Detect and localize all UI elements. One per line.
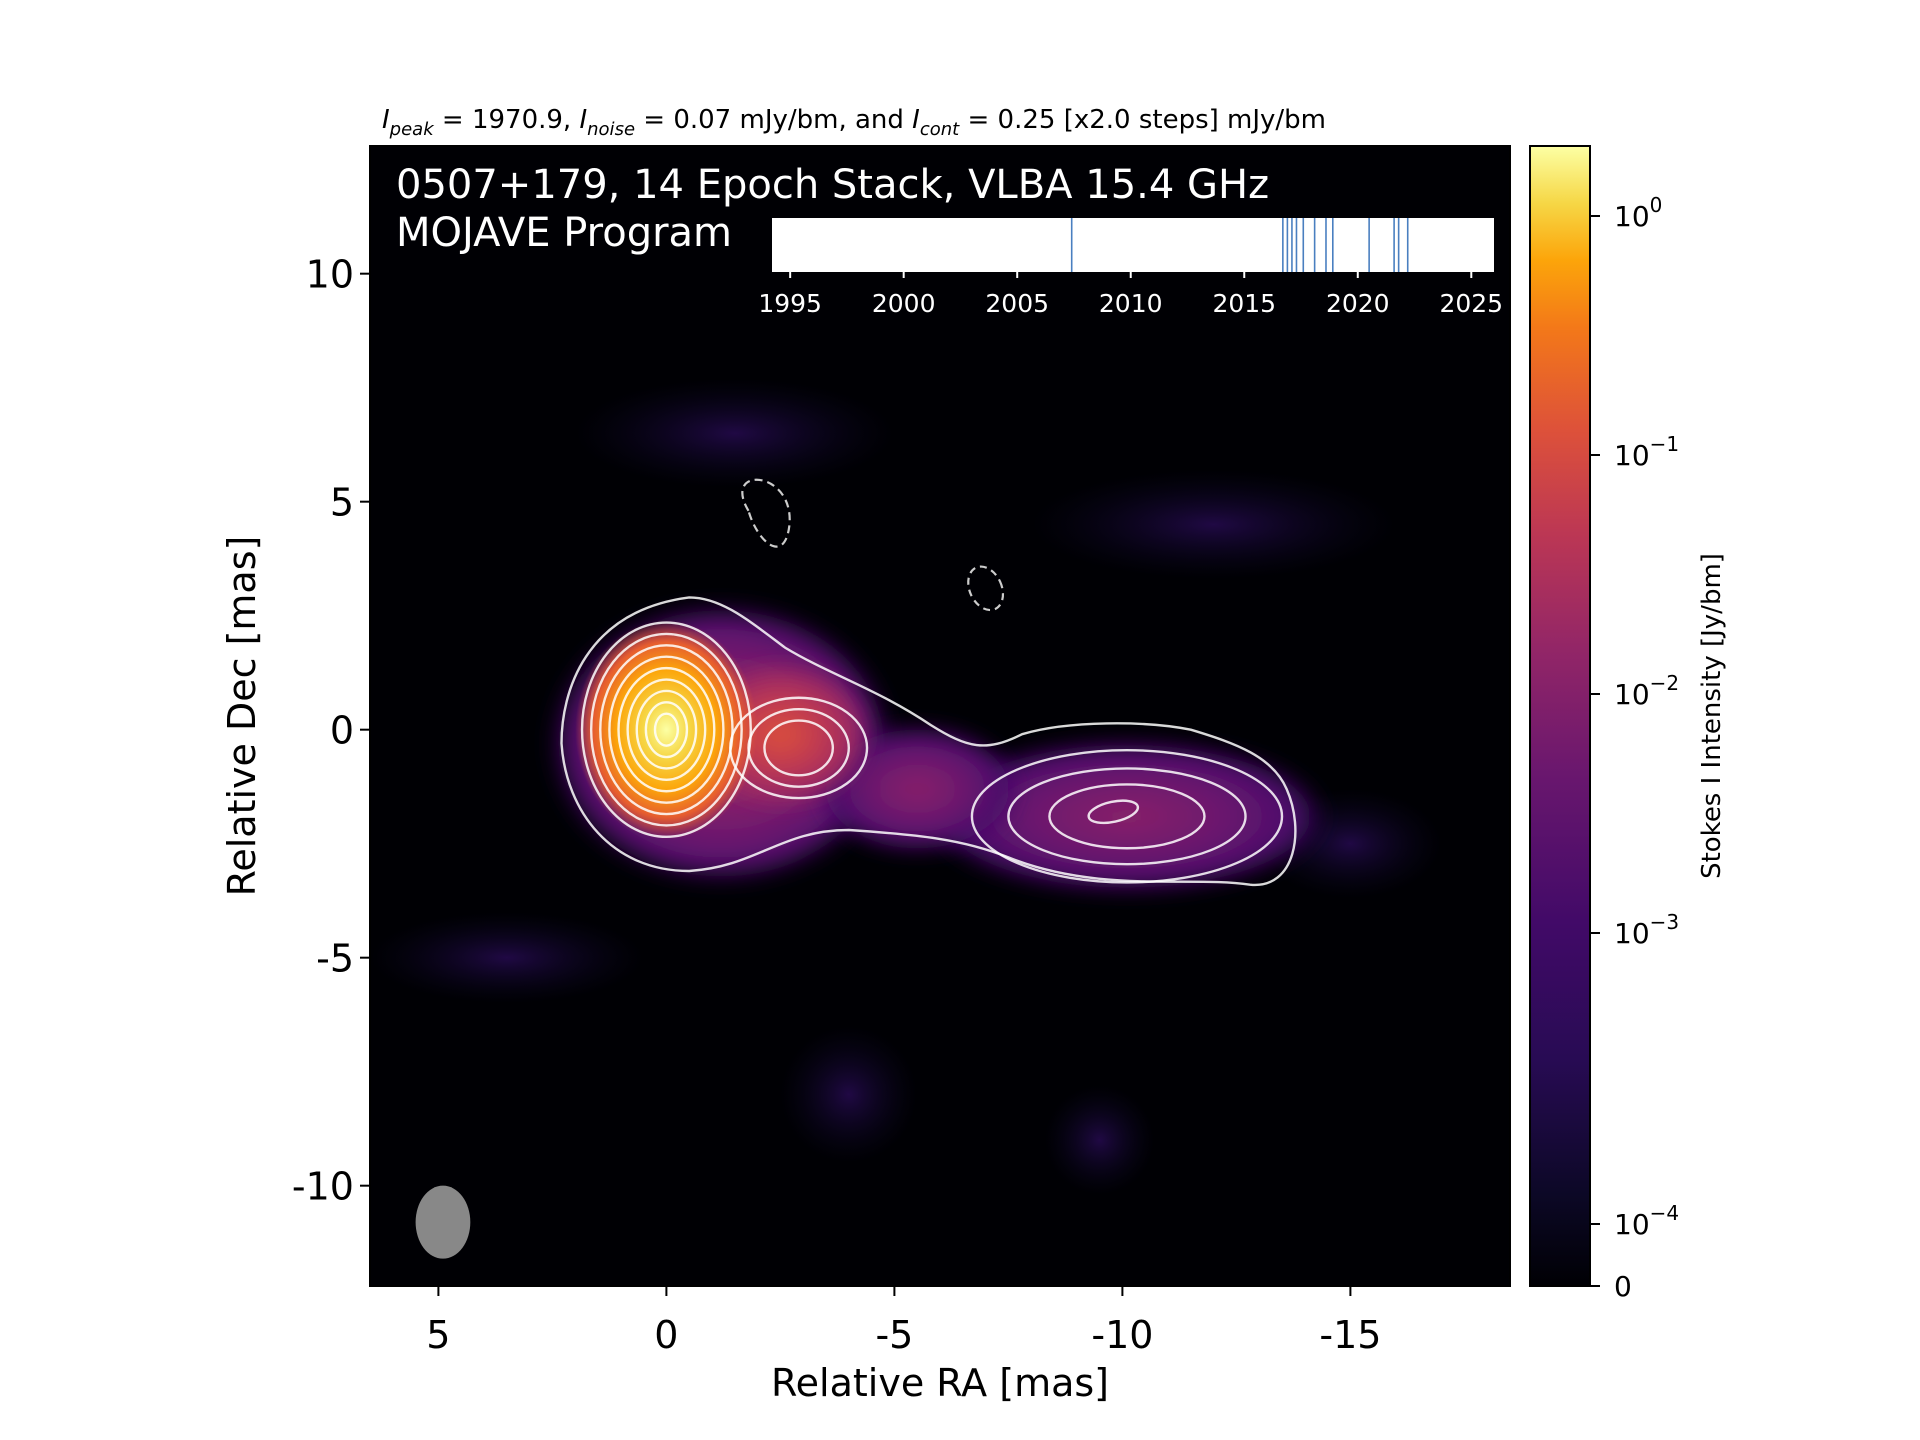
timeline-tick-label: 2015 xyxy=(1212,289,1276,318)
core-contour-8 xyxy=(580,621,752,839)
y-tick-label: 5 xyxy=(330,481,354,525)
core-contour-2 xyxy=(635,689,698,770)
x-axis-label: Relative RA [mas] xyxy=(771,1361,1109,1405)
core-emission xyxy=(575,620,758,840)
timeline-tick-label: 2020 xyxy=(1326,289,1390,318)
y-tick-label: 0 xyxy=(330,709,354,753)
faint-emission-1 xyxy=(1031,469,1396,580)
y-tick-label: -10 xyxy=(292,1165,354,1209)
cont-subscript: cont xyxy=(920,119,960,140)
faint-emission-3 xyxy=(1044,1085,1155,1195)
core-contour-1 xyxy=(644,701,689,759)
x-tick-label: -5 xyxy=(875,1313,913,1357)
colorbar xyxy=(1529,145,1591,1287)
x-axis-ticks: 5 0 -5 -10 -15 xyxy=(426,1286,1381,1357)
x-tick-label: 0 xyxy=(654,1313,678,1357)
y-tick-label: -5 xyxy=(316,937,354,981)
negative-contour-1 xyxy=(967,565,1005,612)
timeline-tick-label: 2005 xyxy=(985,289,1049,318)
y-axis-ticks: 10 5 0 -5 -10 xyxy=(292,253,370,1209)
colorbar-label: Stokes I Intensity [Jy/bm] xyxy=(1697,553,1727,879)
peak-symbol: I xyxy=(382,105,390,135)
core-contour-7 xyxy=(589,632,743,827)
timeline-tick-label: 2000 xyxy=(872,289,936,318)
outer-jet-contour-0 xyxy=(970,749,1284,884)
x-tick-label: -15 xyxy=(1319,1313,1381,1357)
peak-subscript: peak xyxy=(389,119,436,140)
program-title: MOJAVE Program xyxy=(396,210,732,256)
timeline-tick-label: 2025 xyxy=(1439,289,1503,318)
timeline-tick-label: 2010 xyxy=(1099,289,1163,318)
noise-symbol: I xyxy=(579,105,587,135)
inner-jet-contour-1 xyxy=(747,707,851,788)
timeline-ticks: 1995 2000 2005 2010 2015 2020 2025 xyxy=(758,272,1503,318)
inner-jet-contour-2 xyxy=(763,719,835,777)
outer-jet-contour-2 xyxy=(1048,783,1206,850)
peak-text: = 1970.9, xyxy=(434,105,580,135)
outer-contour-envelope xyxy=(560,596,1297,886)
colorbar-tick-label: 100 xyxy=(1614,193,1662,233)
cont-text: = 0.25 [x2.0 steps] mJy/bm xyxy=(959,105,1326,135)
faint-emission-0 xyxy=(575,378,895,488)
core-contour-4 xyxy=(617,666,716,793)
x-tick-label: -10 xyxy=(1091,1313,1153,1357)
outer-jet-contour-1 xyxy=(1007,767,1247,866)
outer-jet-emission xyxy=(926,738,1328,894)
plot-frame xyxy=(369,145,1511,1287)
colorbar-tick-label: 10−3 xyxy=(1614,910,1679,950)
timeline-tick-label: 1995 xyxy=(758,289,822,318)
epoch-timeline xyxy=(772,218,1494,272)
core-contour-3 xyxy=(626,678,707,782)
core-contour-5 xyxy=(608,655,725,804)
noise-subscript: noise xyxy=(587,119,635,140)
negative-contour-0 xyxy=(741,478,791,548)
contour-layer xyxy=(560,478,1297,886)
y-axis-label: Relative Dec [mas] xyxy=(220,536,264,897)
faint-emission-4 xyxy=(370,912,644,1004)
source-title: 0507+179, 14 Epoch Stack, VLBA 15.4 GHz xyxy=(396,162,1269,208)
beam-ellipse xyxy=(415,1185,471,1259)
core-contour-6 xyxy=(599,644,734,816)
core-contour-0 xyxy=(653,712,679,747)
inner-jet-contour-0 xyxy=(729,696,869,800)
colorbar-tick-label: 10−1 xyxy=(1614,432,1679,472)
cont-symbol: I xyxy=(912,105,920,135)
y-tick-label: 10 xyxy=(306,253,354,297)
intensity-map xyxy=(370,378,1442,1195)
header-stats: Ipeak = 1970.9, Inoise = 0.07 mJy/bm, an… xyxy=(382,105,1326,140)
colorbar-tick-label: 10−2 xyxy=(1614,671,1679,711)
colorbar-tick-label: 10−4 xyxy=(1614,1201,1679,1241)
outer-jet-contour-3 xyxy=(1087,799,1140,825)
x-tick-label: 5 xyxy=(426,1313,450,1357)
colorbar-ticks: 100 10−1 10−2 10−3 10−4 0 xyxy=(1590,193,1679,1303)
epoch-lines xyxy=(1070,218,1409,272)
noise-text: = 0.07 mJy/bm, and xyxy=(635,105,912,135)
faint-emission-2 xyxy=(780,1026,918,1163)
colorbar-tick-label: 0 xyxy=(1614,1270,1632,1303)
